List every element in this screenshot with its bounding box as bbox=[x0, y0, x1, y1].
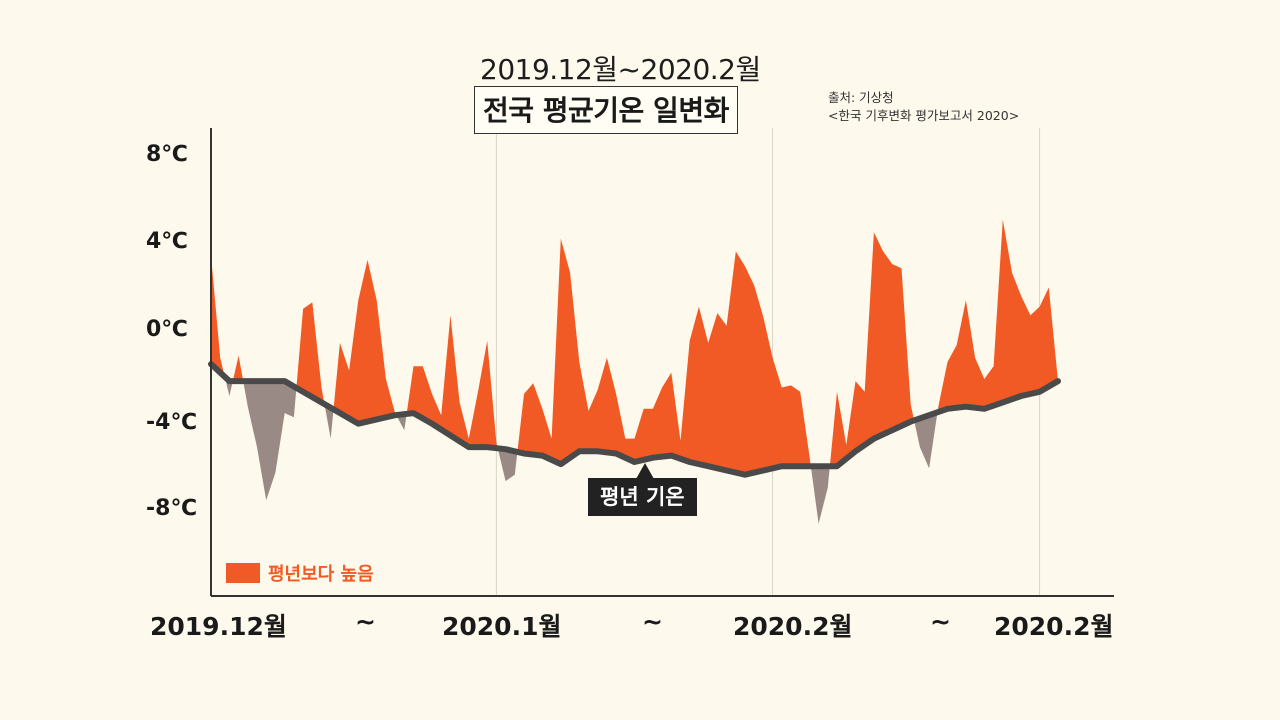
callout-pointer bbox=[636, 463, 654, 479]
legend-swatch bbox=[226, 563, 260, 583]
x-tick-label: 2020.2월 bbox=[994, 612, 1114, 641]
normal-temperature-callout: 평년 기온 bbox=[588, 478, 697, 516]
chart-subtitle: 2019.12월~2020.2월 bbox=[480, 53, 761, 86]
y-tick-label: -4℃ bbox=[146, 410, 198, 435]
y-tick-label: -8℃ bbox=[146, 496, 198, 521]
x-tick-label: 2020.1월 bbox=[442, 612, 562, 641]
chart-title: 전국 평균기온 일변화 bbox=[474, 86, 738, 134]
source-line: 출처: 기상청 bbox=[828, 90, 894, 105]
x-tick-label: ~ bbox=[930, 607, 951, 636]
above-normal-area bbox=[211, 219, 1058, 475]
y-tick-label: 0℃ bbox=[146, 317, 188, 342]
source-line: <한국 기후변화 평가보고서 2020> bbox=[828, 108, 1020, 123]
y-tick-label: 4℃ bbox=[146, 229, 188, 254]
x-tick-label: 2020.2월 bbox=[733, 612, 853, 641]
x-tick-label: 2019.12월 bbox=[150, 612, 287, 641]
normal-temperature-line bbox=[208, 361, 1061, 478]
x-tick-label: ~ bbox=[642, 607, 663, 636]
y-tick-label: 8℃ bbox=[146, 142, 188, 167]
source-note: 출처: 기상청 <한국 기후변화 평가보고서 2020> bbox=[828, 89, 1019, 125]
legend-label: 평년보다 높음 bbox=[268, 564, 374, 585]
legend: 평년보다 높음 bbox=[226, 560, 374, 586]
x-tick-label: ~ bbox=[355, 607, 376, 636]
